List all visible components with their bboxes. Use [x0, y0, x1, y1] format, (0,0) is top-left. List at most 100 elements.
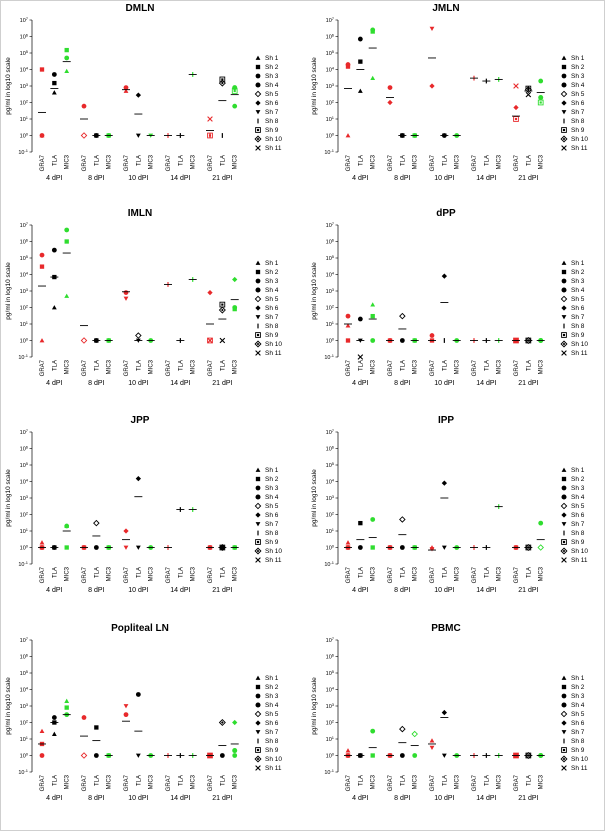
- x-category-label: MIC3: [107, 359, 113, 374]
- legend-entry: Sh 7: [265, 109, 279, 116]
- legend-entry: Sh 5: [265, 711, 279, 718]
- y-tick-label: 100: [326, 544, 335, 552]
- x-group-label: 4 dPI: [352, 380, 368, 387]
- legend-marker: [255, 100, 261, 106]
- y-axis-label: pg/ml in log10 scale: [5, 677, 12, 735]
- legend-marker: [254, 340, 262, 348]
- data-point: [219, 301, 226, 308]
- x-category-label: TLA: [136, 567, 142, 578]
- x-category-label: MIC3: [497, 359, 503, 374]
- data-point: [123, 712, 129, 718]
- data-point: [399, 753, 405, 758]
- legend-marker: [560, 295, 568, 303]
- data-point: [429, 545, 435, 550]
- data-point: [345, 323, 351, 328]
- y-tick-label: 101: [20, 527, 29, 535]
- legend-entry: Sh 7: [265, 729, 279, 736]
- data-point: [399, 725, 406, 733]
- x-group-label: 14 dPI: [170, 795, 190, 802]
- legend-marker: [560, 502, 568, 510]
- legend-marker: [561, 557, 567, 563]
- x-group-label: 4 dPI: [352, 795, 368, 802]
- data-point: [52, 80, 57, 86]
- legend-entry: Sh 10: [571, 341, 588, 348]
- legend-marker: [255, 110, 261, 115]
- legend-marker: [561, 730, 567, 735]
- data-point: [513, 116, 519, 122]
- x-category-label: MIC3: [65, 566, 71, 581]
- legend-marker: [255, 305, 261, 311]
- data-point: [387, 85, 393, 90]
- x-category-label: MIC3: [539, 774, 545, 789]
- x-group-label: 14 dPI: [170, 380, 190, 387]
- x-category-label: TLA: [400, 155, 406, 166]
- data-point: [232, 748, 238, 754]
- y-tick-label: 105: [20, 254, 29, 262]
- data-point: [39, 540, 45, 545]
- chart-panel-6: IPP 10-1 100 101 102 103 104 105 106 107 pg/ml in …: [311, 415, 588, 594]
- data-point: [429, 745, 435, 751]
- data-point: [219, 76, 226, 83]
- data-point: [64, 55, 70, 61]
- x-category-label: MIC3: [233, 566, 239, 581]
- legend-marker: [255, 747, 261, 753]
- legend-entry: Sh 9: [265, 747, 279, 754]
- data-point: [370, 75, 376, 81]
- legend-entry: Sh 11: [571, 145, 588, 152]
- x-group-label: 21 dPI: [518, 380, 538, 387]
- data-point: [123, 88, 129, 93]
- legend-entry: Sh 1: [265, 55, 279, 62]
- x-category-label: MIC3: [149, 774, 155, 789]
- y-axis-label: pg/ml in log10 scale: [311, 469, 318, 527]
- data-point: [123, 545, 129, 550]
- y-tick-label: 100: [20, 544, 29, 552]
- legend-marker: [255, 557, 261, 563]
- legend-entry: Sh 5: [571, 91, 585, 98]
- x-category-label: MIC3: [191, 154, 197, 169]
- x-category-label: MIC3: [371, 154, 377, 169]
- x-group-label: 14 dPI: [476, 795, 496, 802]
- data-point: [64, 227, 70, 233]
- data-point: [123, 704, 129, 709]
- y-tick-label: 106: [326, 33, 335, 41]
- x-group-label: 8 dPI: [394, 587, 410, 594]
- x-category-label: TLA: [178, 775, 184, 786]
- data-point: [441, 709, 447, 716]
- chart-title: IMLN: [128, 208, 152, 219]
- legend-marker: [257, 118, 259, 124]
- x-group-label: 14 dPI: [476, 587, 496, 594]
- x-category-label: GRA7: [82, 154, 88, 171]
- x-category-label: MIC3: [65, 359, 71, 374]
- y-tick-label: 101: [326, 735, 335, 743]
- x-group-label: 10 dPI: [434, 587, 454, 594]
- data-point: [412, 753, 418, 758]
- legend-marker: [255, 675, 261, 680]
- data-point: [81, 103, 87, 109]
- legend-marker: [561, 765, 567, 771]
- x-category-label: TLA: [136, 360, 142, 371]
- y-tick-label: 10-1: [324, 353, 334, 361]
- legend-entry: Sh 3: [571, 73, 585, 80]
- legend-entry: Sh 8: [571, 738, 585, 745]
- y-tick-label: 105: [326, 254, 335, 262]
- legend-marker: [561, 350, 567, 356]
- legend-marker: [561, 110, 567, 115]
- y-tick-label: 102: [20, 719, 29, 727]
- x-category-label: GRA7: [346, 566, 352, 583]
- data-point: [221, 133, 223, 138]
- x-group-label: 10 dPI: [434, 175, 454, 182]
- y-tick-label: 10-1: [324, 560, 334, 568]
- y-tick-label: 101: [20, 115, 29, 123]
- x-category-label: GRA7: [124, 566, 130, 583]
- legend-marker: [255, 332, 261, 338]
- legend-entry: Sh 7: [265, 314, 279, 321]
- legend-marker: [255, 730, 261, 735]
- y-axis-label: pg/ml in log10 scale: [5, 57, 12, 115]
- y-tick-label: 105: [20, 669, 29, 677]
- x-category-label: GRA7: [388, 154, 394, 171]
- x-category-label: TLA: [94, 360, 100, 371]
- legend-marker: [560, 135, 568, 143]
- legend-marker: [257, 530, 259, 536]
- x-category-label: GRA7: [388, 359, 394, 376]
